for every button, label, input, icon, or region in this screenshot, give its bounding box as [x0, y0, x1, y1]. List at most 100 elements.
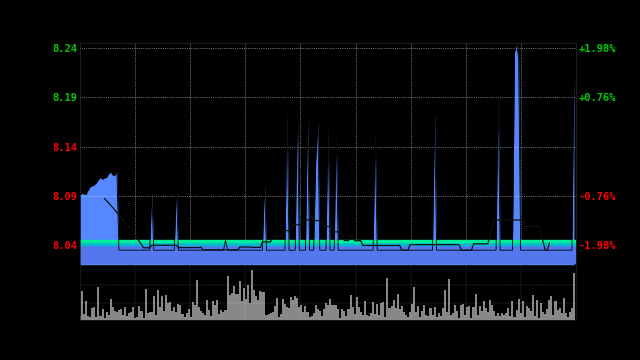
Bar — [368, 316, 370, 320]
Bar — [259, 291, 261, 320]
Bar — [528, 308, 530, 320]
Bar — [472, 307, 474, 320]
Bar — [235, 294, 237, 320]
Bar — [436, 318, 438, 320]
Bar — [173, 307, 175, 320]
Bar — [532, 295, 534, 320]
Bar — [108, 315, 109, 320]
Bar — [571, 308, 573, 320]
Bar — [538, 318, 540, 320]
Bar — [296, 298, 298, 320]
Bar — [126, 316, 128, 320]
Bar — [307, 312, 308, 320]
Bar — [212, 301, 214, 320]
Bar — [429, 308, 431, 320]
Bar — [93, 307, 95, 320]
Bar — [349, 295, 351, 320]
Bar — [109, 299, 112, 320]
Bar — [559, 308, 561, 320]
Bar — [567, 317, 569, 320]
Bar — [385, 316, 387, 320]
Bar — [346, 316, 348, 320]
Bar — [85, 301, 87, 320]
Bar — [292, 300, 294, 320]
Bar — [550, 296, 552, 320]
Bar — [147, 313, 148, 320]
Bar — [344, 311, 346, 320]
Bar — [169, 302, 172, 320]
Bar — [446, 312, 448, 320]
Bar — [495, 316, 497, 320]
Bar — [421, 311, 423, 320]
Bar — [80, 260, 576, 263]
Bar — [218, 314, 220, 320]
Bar — [542, 312, 544, 320]
Bar — [540, 303, 542, 320]
Bar — [80, 242, 576, 245]
Bar — [120, 309, 122, 320]
Bar — [308, 317, 310, 320]
Bar — [128, 313, 130, 320]
Bar — [80, 248, 576, 251]
Bar — [573, 273, 575, 320]
Bar — [484, 308, 487, 320]
Bar — [518, 299, 520, 320]
Bar — [89, 317, 92, 320]
Bar — [268, 314, 269, 320]
Bar — [182, 315, 184, 320]
Bar — [450, 315, 452, 320]
Bar — [536, 300, 538, 320]
Bar — [468, 306, 470, 320]
Bar — [431, 315, 433, 320]
Bar — [198, 307, 200, 320]
Bar — [80, 254, 576, 257]
Bar — [464, 315, 467, 320]
Bar — [376, 304, 378, 320]
Bar — [206, 300, 208, 320]
Bar — [223, 312, 225, 320]
Bar — [315, 305, 317, 320]
Bar — [104, 318, 106, 320]
Bar — [140, 311, 143, 320]
Bar — [440, 316, 442, 320]
Bar — [481, 311, 483, 320]
Bar — [159, 307, 161, 320]
Bar — [87, 316, 89, 320]
Bar — [261, 292, 264, 320]
Bar — [456, 311, 458, 320]
Bar — [474, 294, 477, 320]
Bar — [325, 303, 327, 320]
Bar — [233, 286, 235, 320]
Bar — [467, 307, 468, 320]
Bar — [564, 312, 567, 320]
Bar — [460, 305, 462, 320]
Bar — [153, 296, 155, 320]
Bar — [530, 311, 532, 320]
Bar — [331, 305, 333, 320]
Bar — [312, 313, 315, 320]
Bar — [157, 290, 159, 320]
Bar — [388, 308, 390, 320]
Bar — [300, 305, 302, 320]
Bar — [524, 317, 526, 320]
Bar — [341, 309, 344, 320]
Bar — [487, 312, 489, 320]
Bar — [462, 304, 464, 320]
Bar — [80, 251, 576, 254]
Bar — [364, 301, 366, 320]
Bar — [284, 304, 286, 320]
Bar — [177, 304, 179, 320]
Bar — [163, 311, 165, 320]
Bar — [192, 302, 194, 320]
Bar — [230, 293, 233, 320]
Bar — [210, 316, 212, 320]
Bar — [366, 315, 368, 320]
Bar — [165, 295, 167, 320]
Bar — [83, 315, 85, 320]
Bar — [419, 317, 421, 320]
Bar — [378, 315, 380, 320]
Bar — [395, 309, 397, 320]
Bar — [204, 315, 206, 320]
Bar — [80, 240, 576, 242]
Bar — [401, 306, 403, 320]
